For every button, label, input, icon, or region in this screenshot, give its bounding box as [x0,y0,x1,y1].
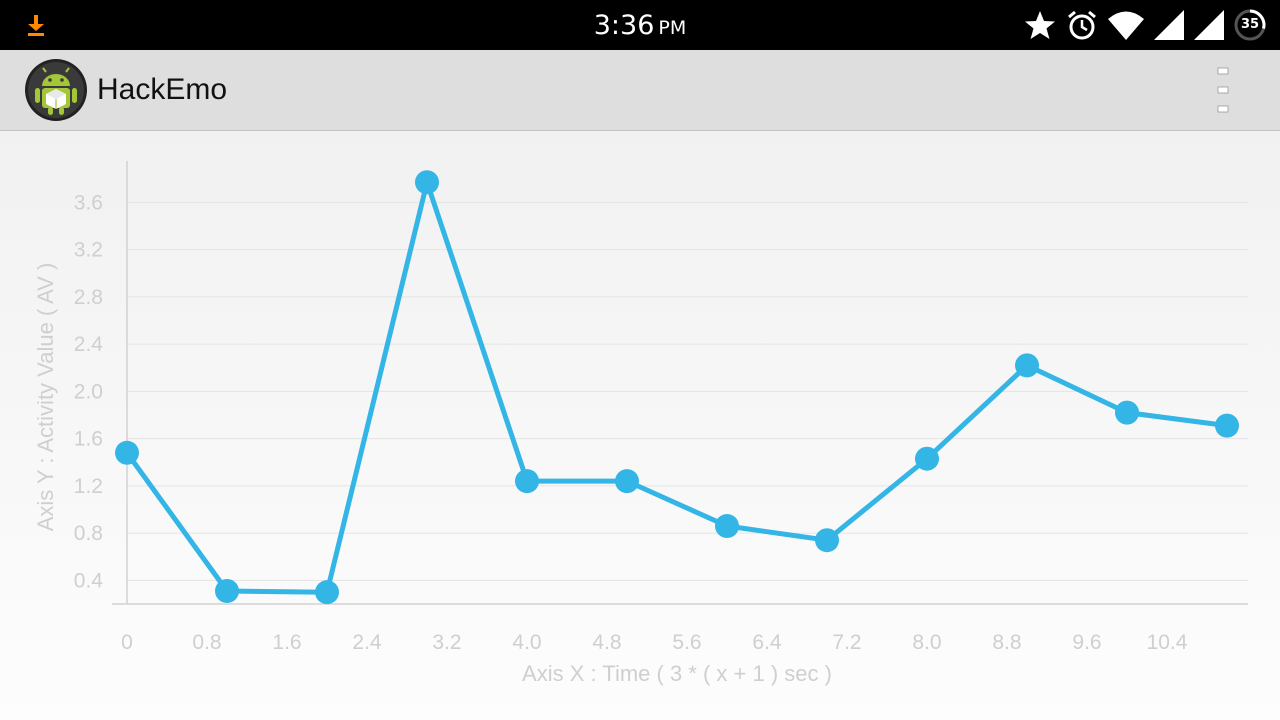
app-title: HackEmo [97,73,228,106]
clock-ampm: PM [658,17,687,39]
x-tick-label: 1.6 [272,631,301,654]
data-point[interactable] [815,528,839,553]
y-tick-labels: 0.4 0.8 1.2 1.6 2.0 2.4 2.8 3.2 3.6 [74,191,104,592]
status-clock: 3:36 PM [0,0,1280,50]
data-point[interactable] [415,170,439,195]
overflow-menu-icon[interactable] [1210,62,1236,118]
x-tick-label: 5.6 [672,631,701,654]
x-tick-label: 0.8 [192,631,221,654]
action-bar: HackEmo [0,50,1280,131]
x-tick-label: 2.4 [352,631,382,654]
data-series [115,170,1239,605]
y-tick-label: 1.2 [74,475,103,498]
status-icons: 35 [1024,8,1266,42]
data-point[interactable] [615,469,639,494]
alarm-icon [1068,10,1096,40]
data-point[interactable] [915,446,939,471]
y-tick-label: 3.6 [74,191,103,214]
axes [112,161,1248,605]
data-point[interactable] [315,580,339,605]
y-tick-label: 0.4 [74,569,104,592]
x-tick-label: 9.6 [1072,631,1101,654]
y-tick-label: 2.4 [74,333,104,356]
y-tick-label: 2.8 [74,286,103,309]
y-tick-label: 3.2 [74,239,103,262]
x-tick-label: 4.8 [592,631,621,654]
data-point[interactable] [1015,353,1039,378]
y-tick-label: 0.8 [74,522,103,545]
battery-ring [1234,9,1266,41]
y-tick-label: 2.0 [74,380,103,403]
android-app-icon[interactable] [24,58,88,122]
x-tick-labels: 0 0.8 1.6 2.4 3.2 4.0 4.8 5.6 6.4 7.2 8.0 8.8 9.6 10.… [121,631,1188,654]
y-axis-title: Axis Y : Activity Value ( AV ) [33,263,58,532]
data-point[interactable] [215,579,239,604]
download-icon [28,15,44,36]
x-tick-label: 8.0 [912,631,941,654]
battery-icon: 35 [1234,9,1266,41]
data-point[interactable] [1115,400,1139,425]
x-tick-label: 10.4 [1147,631,1188,654]
activity-line-chart: 0.4 0.8 1.2 1.6 2.0 2.4 2.8 3.2 3.6 0 0.8 1.6 2.4 3.… [33,161,1248,686]
grid-lines [127,201,1248,581]
chart-area: 0.4 0.8 1.2 1.6 2.0 2.4 2.8 3.2 3.6 0 0.8 1.6 2.4 3.… [0,131,1280,720]
x-tick-label: 8.8 [992,631,1021,654]
data-point[interactable] [515,469,539,494]
data-point[interactable] [715,514,739,539]
data-point[interactable] [115,440,139,465]
wifi-icon [1108,11,1144,40]
x-tick-label: 6.4 [752,631,782,654]
x-tick-label: 3.2 [432,631,461,654]
battery-level: 35 [1240,17,1260,32]
clock-time: 3:36 [593,10,655,41]
x-tick-label: 0 [121,631,133,654]
status-bar: 3:36 PM 35 [0,0,1280,50]
signal-icon-secondary [1194,10,1224,40]
data-point[interactable] [1215,413,1239,438]
x-tick-label: 7.2 [832,631,861,654]
signal-icon [1154,10,1184,40]
star-icon [1025,11,1055,39]
y-tick-label: 1.6 [74,428,103,451]
x-tick-label: 4.0 [512,631,541,654]
series-line [124,179,1228,595]
x-axis-title: Axis X : Time ( 3 * ( x + 1 ) sec ) [522,661,832,686]
